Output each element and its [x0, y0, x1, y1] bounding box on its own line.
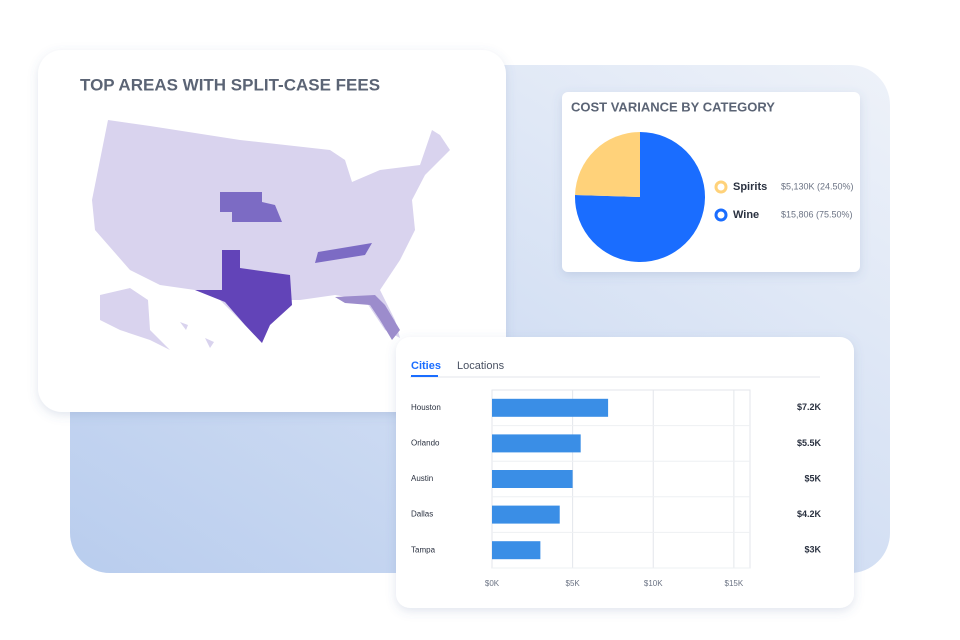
state-highlight	[220, 192, 282, 222]
pie-title: COST VARIANCE BY CATEGORY	[571, 99, 775, 114]
legend-label: Spirits	[733, 181, 767, 193]
legend-marker	[714, 180, 728, 194]
tab[interactable]: Locations	[457, 360, 505, 372]
data-label: $5,130K (24.50%)	[781, 181, 854, 191]
us-map	[92, 120, 450, 350]
data-label: $7.2K	[797, 402, 822, 412]
state-highlight	[315, 243, 372, 263]
state-highlight	[195, 250, 292, 343]
hawaii-shape	[180, 322, 214, 348]
data-label: $5K	[804, 473, 821, 483]
x-tick-label: $0K	[485, 579, 500, 588]
y-tick-label: Dallas	[411, 510, 433, 519]
pie-slice	[575, 132, 640, 197]
data-label: $15,806 (75.50%)	[781, 209, 853, 219]
x-tick-label: $5K	[566, 579, 581, 588]
bar-chart: Cities Locations $0K $5K $10K $15K Houston $7.2…	[411, 360, 821, 588]
legend-marker	[714, 208, 728, 222]
bar	[492, 398, 609, 417]
pie-chart: Spirits $5,130K (24.50%) Wine $15,806 (75.5…	[574, 132, 854, 262]
state-highlight	[335, 295, 400, 340]
country-shape	[92, 120, 450, 343]
tab[interactable]: Cities	[411, 360, 441, 372]
bar	[492, 470, 573, 488]
y-tick-label: Houston	[411, 403, 441, 412]
y-tick-label: Tampa	[411, 545, 436, 554]
y-tick-label: Austin	[411, 474, 433, 483]
alaska-shape	[100, 288, 170, 350]
bar	[492, 505, 560, 524]
bar	[492, 541, 541, 560]
data-label: $3K	[804, 545, 821, 555]
data-label: $5.5K	[797, 438, 822, 448]
map-title: TOP AREAS WITH SPLIT-CASE FEES	[80, 75, 380, 94]
x-tick-label: $15K	[725, 579, 744, 588]
data-label: $4.2K	[797, 509, 822, 519]
tab-underline	[411, 375, 438, 377]
bar-card	[396, 337, 854, 608]
bar	[492, 434, 581, 453]
y-tick-label: Orlando	[411, 439, 440, 448]
legend-label: Wine	[733, 209, 759, 221]
x-tick-label: $10K	[644, 579, 663, 588]
